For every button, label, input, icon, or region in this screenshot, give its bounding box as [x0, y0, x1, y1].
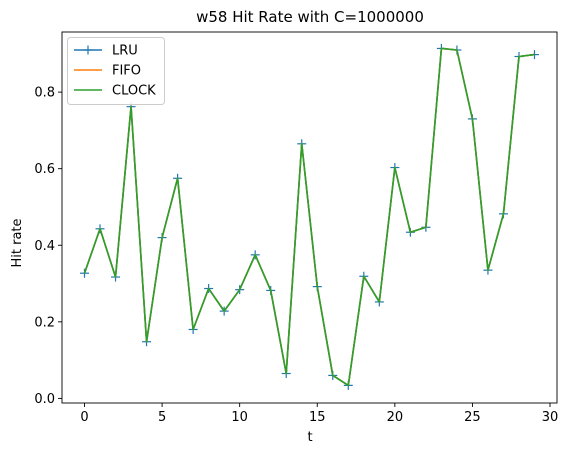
x-tick-label: 20 — [387, 410, 404, 425]
y-axis-label: Hit rate — [10, 218, 25, 267]
y-tick-label: 0.2 — [34, 315, 55, 330]
plot-area — [61, 31, 558, 404]
legend-entry-clock: CLOCK — [74, 84, 156, 99]
x-tick-label: 25 — [464, 410, 481, 425]
x-tick-label: 5 — [158, 410, 166, 425]
series-line-clock — [83, 47, 535, 387]
legend-label: CLOCK — [112, 84, 156, 99]
x-axis: 0 5 10 15 20 25 30 — [80, 403, 558, 425]
legend-box — [67, 37, 165, 105]
x-tick-label: 15 — [309, 410, 326, 425]
chart-title: w58 Hit Rate with C=1000000 — [196, 8, 424, 26]
x-tick-label: 30 — [542, 410, 559, 425]
legend-label: FIFO — [112, 64, 141, 79]
legend-entry-lru: LRU — [74, 44, 138, 59]
y-tick-label: 0.6 — [34, 162, 55, 177]
legend-entry-fifo: FIFO — [74, 64, 141, 79]
y-axis: 0.0 0.2 0.4 0.6 0.8 — [34, 86, 62, 407]
y-tick-label: 0.4 — [34, 239, 55, 254]
y-tick-label: 0.0 — [34, 392, 55, 407]
plot-frame — [61, 31, 558, 404]
y-tick-label: 0.8 — [34, 86, 55, 101]
x-tick-label: 10 — [231, 410, 248, 425]
legend: LRU FIFO CLOCK — [67, 37, 165, 105]
x-tick-label: 0 — [80, 410, 88, 425]
x-axis-label: t — [307, 430, 312, 445]
legend-label: LRU — [112, 44, 138, 59]
